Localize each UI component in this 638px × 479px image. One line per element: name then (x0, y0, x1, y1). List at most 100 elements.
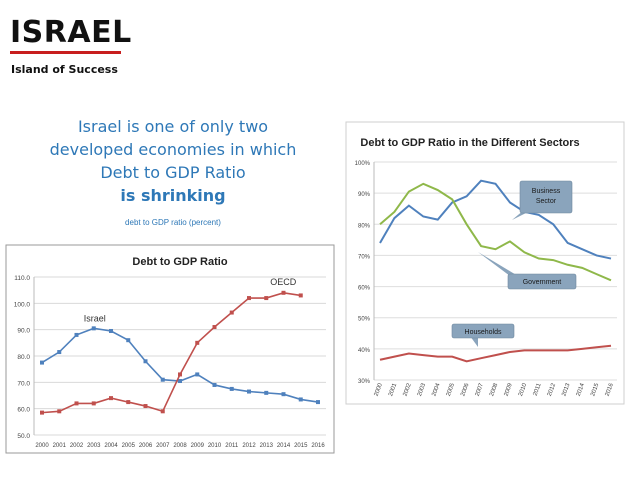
chart2-ytick-label: 90% (358, 192, 371, 198)
chart2-series-households (379, 344, 612, 363)
chart1-xtick-label: 2003 (87, 443, 101, 449)
callout-government-box (507, 273, 577, 290)
chart2-ytick-label: 50% (358, 317, 371, 323)
callout-business-text: Business Sector (532, 188, 561, 205)
chart1-xtick-label: 2009 (191, 443, 205, 449)
chart1-point-israel (281, 392, 286, 397)
chart1-ytick-label: 100.0 (14, 301, 31, 308)
chart2-title: Debt to GDP Ratio in the Different Secto… (360, 137, 579, 149)
chart1-point-israel (160, 377, 165, 382)
chart2-xtick-label: 2001 (388, 382, 398, 397)
headline: Israel is one of only two developed econ… (20, 115, 326, 207)
callout-business-box (519, 180, 573, 214)
chart1-point-oecd (143, 404, 148, 409)
chart1-point-oecd (126, 400, 131, 405)
chart2-xtick-label: 2010 (518, 382, 528, 397)
chart1-xtick-label: 2006 (139, 443, 153, 449)
callout-households-box (451, 323, 515, 339)
chart2-xtick-label: 2011 (533, 382, 543, 397)
chart1-point-oecd (264, 296, 269, 301)
chart1-ytick-label: 70.0 (17, 380, 30, 387)
chart1-point-israel (247, 389, 251, 394)
chart2-series-business (379, 179, 612, 260)
chart1-point-oecd (109, 396, 113, 401)
chart2-ytick-label: 30% (358, 379, 371, 385)
chart1-ytick-label: 110.0 (14, 275, 30, 282)
title-underline (10, 51, 121, 54)
chart2-xtick-label: 2012 (547, 382, 557, 397)
chart1-point-oecd (298, 293, 303, 298)
chart1-xtick-label: 2012 (242, 443, 256, 449)
chart1-ytick-label: 90.0 (17, 328, 30, 335)
chart1-ytick-label: 50.0 (17, 433, 30, 440)
chart1-xtick-label: 2001 (53, 443, 67, 449)
chart1-ytick-label: 60.0 (17, 407, 30, 414)
chart-caption: debt to GDP ratio (percent) (125, 218, 221, 227)
chart2-frame (345, 121, 625, 405)
chart1-point-oecd (91, 401, 96, 406)
chart2-xtick-label: 2004 (431, 382, 441, 397)
chart1-point-oecd (40, 410, 44, 415)
slide-subtitle: Island of Success (11, 63, 118, 76)
chart1-point-oecd (178, 372, 182, 377)
callout-households-pointer (470, 336, 478, 347)
chart1-xtick-label: 2008 (173, 443, 187, 449)
chart2-ytick-label: 100% (355, 161, 371, 167)
chart2-xtick-label: 2015 (590, 382, 600, 397)
chart1-point-oecd (212, 325, 217, 330)
chart1-point-israel (126, 338, 131, 343)
chart1-ytick-label: 80.0 (17, 354, 30, 361)
chart2-xtick-label: 2005 (446, 382, 456, 397)
chart2-xtick-label: 2013 (561, 382, 571, 397)
chart1-xtick-label: 2013 (260, 443, 274, 449)
chart1-xtick-label: 2000 (35, 443, 49, 449)
headline-line-1: Israel is one of only two (77, 117, 269, 136)
chart2-ytick-label: 70% (358, 254, 371, 260)
chart1-point-israel (91, 326, 96, 331)
chart1-point-israel (264, 390, 269, 395)
chart1-point-israel (40, 360, 44, 365)
chart1-point-oecd (247, 296, 251, 301)
callout-households-text: Households (465, 329, 502, 336)
chart2-xtick-label: 2006 (460, 382, 470, 397)
chart2-xtick-label: 2003 (417, 382, 427, 397)
chart1-point-israel (57, 350, 62, 355)
headline-line-3: Debt to GDP Ratio (100, 163, 246, 182)
chart1-xtick-label: 2015 (294, 443, 308, 449)
chart1-point-oecd (229, 310, 234, 315)
chart1-point-israel (109, 328, 113, 333)
chart2-ytick-label: 40% (358, 348, 371, 354)
chart2-series-government (379, 182, 612, 282)
chart1-point-israel (316, 400, 320, 405)
chart1-frame (5, 244, 335, 454)
label-israel: Israel (84, 313, 106, 323)
label-oecd: OECD (270, 277, 297, 287)
headline-line-2: developed economies in which (49, 140, 297, 159)
chart1-xtick-label: 2007 (156, 443, 170, 449)
chart1-point-oecd (57, 409, 62, 414)
chart1-point-israel (178, 379, 182, 384)
chart2-xtick-label: 2007 (475, 382, 485, 397)
chart1-point-israel (212, 382, 217, 387)
chart1-point-oecd (160, 409, 165, 414)
chart2-xtick-label: 2016 (605, 382, 615, 397)
callout-government: Government (478, 252, 577, 290)
chart1-xtick-label: 2010 (208, 443, 222, 449)
chart1-point-israel (298, 397, 303, 402)
chart1-point-israel (143, 359, 148, 364)
headline-line-4: is shrinking (120, 186, 226, 205)
chart1-point-oecd (74, 401, 79, 406)
chart1-point-oecd (281, 290, 286, 295)
chart1-xtick-label: 2004 (104, 443, 118, 449)
callout-households: Households (451, 323, 515, 347)
chart2-xtick-label: 2008 (489, 382, 499, 397)
chart1-title: Debt to GDP Ratio (132, 256, 227, 268)
callout-government-text: Government (523, 279, 562, 286)
chart1-xtick-label: 2014 (277, 443, 291, 449)
chart2-xtick-label: 2009 (504, 382, 514, 397)
chart2-xtick-label: 2002 (403, 382, 413, 397)
chart1-point-israel (229, 386, 234, 391)
chart2-ytick-label: 80% (358, 223, 371, 229)
